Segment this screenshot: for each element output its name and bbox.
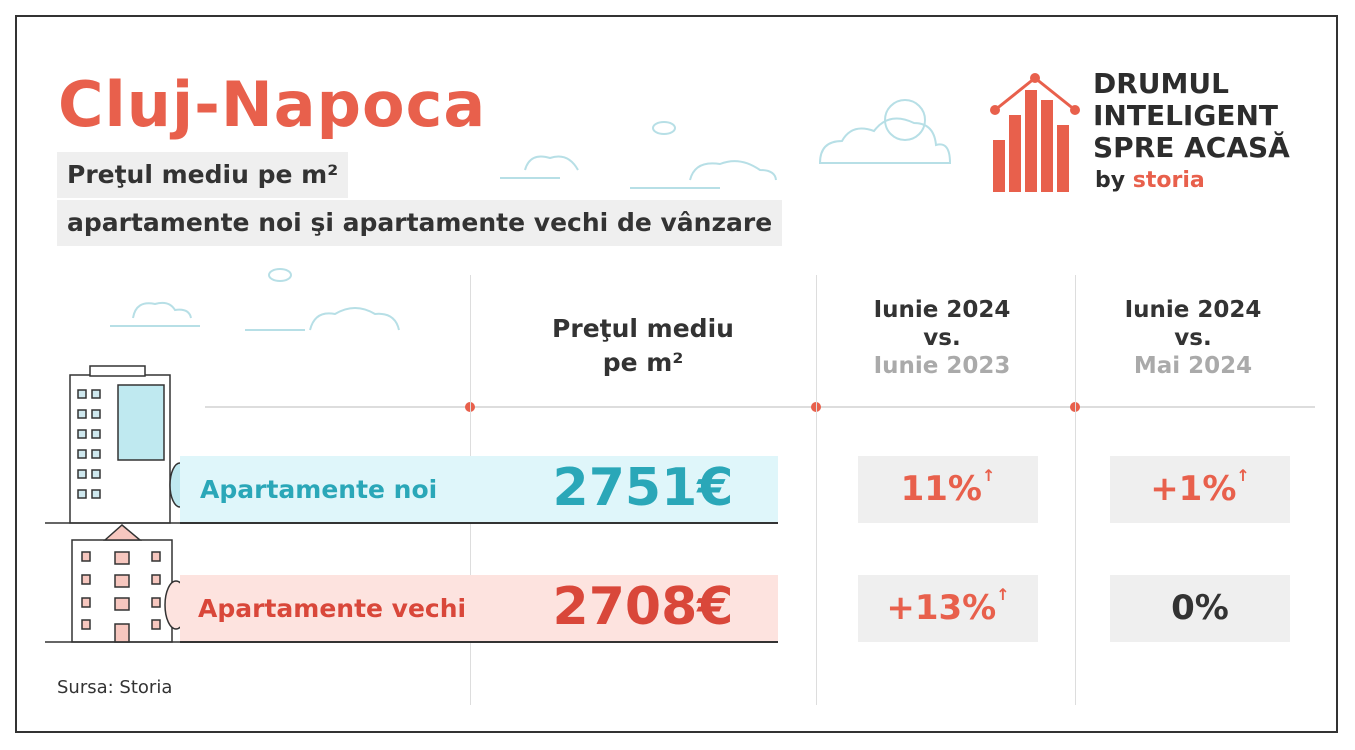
row-band — [180, 456, 778, 524]
clouds — [110, 99, 952, 331]
up-arrow: ↑ — [996, 585, 1010, 604]
header-line: vs. — [923, 325, 961, 351]
header-line: vs. — [1174, 325, 1212, 351]
header-line: Preţul mediu — [552, 314, 734, 343]
logo-by: by storia — [1095, 168, 1205, 193]
source: Sursa: Storia — [57, 677, 173, 698]
subtitle: Preţul mediu pe m² — [57, 152, 349, 198]
change-cell: +13%↑ — [858, 575, 1038, 642]
column-header: Iunie 2024 vs. Iunie 2023 — [816, 296, 1068, 380]
change-cell: +1%↑ — [1110, 456, 1290, 523]
change-cell: 0% — [1110, 575, 1290, 642]
header-line: Mai 2024 — [1133, 353, 1253, 379]
change: +13% — [886, 588, 997, 628]
row-label: Apartamente noi — [200, 475, 438, 504]
column-divider — [1075, 275, 1076, 705]
change: 11% — [900, 469, 982, 509]
header-line: pe m² — [602, 348, 684, 377]
header-line: Iunie 2023 — [873, 353, 1011, 379]
column-divider — [816, 275, 817, 705]
up-arrow: ↑ — [981, 466, 996, 485]
header-line: Iunie 2024 — [1124, 297, 1262, 323]
up-arrow: ↑ — [1236, 466, 1250, 485]
frame — [15, 15, 1338, 733]
change-cell: 11%↑ — [858, 456, 1038, 523]
building-new — [45, 365, 191, 524]
logo-brand: storia — [1132, 168, 1205, 193]
column-header: Preţul mediu pe m² — [470, 312, 816, 380]
logo-text: SPRE ACASĂ — [1093, 131, 1290, 164]
logo-by-text: by — [1095, 168, 1126, 193]
column-header: Iunie 2024 vs. Mai 2024 — [1075, 296, 1311, 380]
building-old — [45, 524, 188, 643]
title: Cluj-Napoca — [58, 68, 487, 141]
change: +1% — [1150, 469, 1237, 509]
logo-icon — [990, 73, 1080, 192]
row-label: Apartamente vechi — [198, 594, 467, 623]
row-band — [180, 575, 778, 643]
logo-text: DRUMUL — [1093, 67, 1229, 100]
price: 2751€ — [552, 458, 734, 518]
change: 0% — [1171, 588, 1229, 628]
price: 2708€ — [552, 577, 734, 637]
header-line: Iunie 2024 — [873, 297, 1011, 323]
logo-text: INTELIGENT — [1093, 99, 1278, 132]
subtitle: apartamente noi şi apartamente vechi de … — [57, 200, 783, 246]
